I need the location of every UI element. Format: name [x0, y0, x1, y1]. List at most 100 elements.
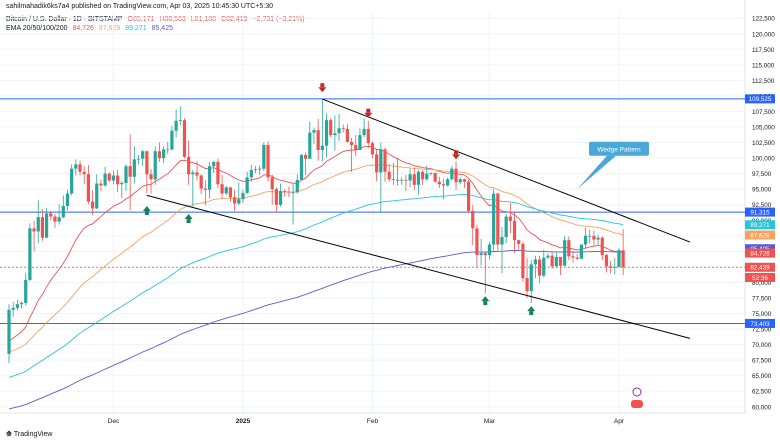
candle-body	[141, 151, 145, 159]
candle-body	[86, 174, 90, 202]
down-arrow-marker-icon	[454, 150, 459, 155]
price-label-tag	[745, 318, 775, 328]
candle-body	[529, 264, 533, 292]
candle-body	[521, 243, 525, 279]
candle-body	[11, 307, 15, 310]
ema200-line	[8, 249, 624, 410]
annotation-box	[588, 141, 649, 156]
candle-body	[329, 120, 333, 136]
up-arrow-marker-icon	[142, 205, 151, 211]
candle-body	[36, 217, 40, 232]
x-tick-label: Mar	[484, 418, 496, 425]
candle-body	[320, 145, 324, 151]
x-tick-label: Dec	[108, 418, 120, 425]
price-label-text: 82,439	[750, 265, 770, 272]
candle-body	[212, 161, 216, 167]
tradingview-footer[interactable]: ⟰ TradingView	[6, 430, 52, 438]
candle-body	[492, 193, 496, 245]
down-arrow-marker-icon	[320, 83, 325, 88]
candle-body	[617, 250, 621, 267]
candle-body	[496, 193, 500, 245]
price-label-text: 73,403	[750, 321, 770, 328]
y-tick-label: 107,500	[752, 109, 775, 116]
candle-body	[508, 216, 512, 221]
ohlc-high: H88,563	[159, 16, 186, 23]
candle-body	[7, 309, 11, 354]
candle-body	[61, 205, 65, 218]
candle-body	[270, 177, 274, 190]
candle-body	[450, 168, 454, 180]
candle-body	[404, 179, 408, 181]
ema-legend: EMA 20/50/100/200 84,726 87,629 89,271 8…	[6, 25, 176, 32]
candle-body	[441, 184, 446, 186]
price-label-text: 84,726	[750, 250, 770, 257]
candle-body	[579, 244, 583, 259]
candle-body	[128, 166, 132, 177]
candle-body	[28, 228, 32, 280]
candle-body	[458, 179, 462, 183]
y-tick-label: 95,000	[752, 187, 772, 194]
candle-body	[57, 217, 61, 222]
ema100-value: 89,271	[125, 25, 147, 32]
y-tick-label: 65,000	[752, 373, 772, 380]
candle-body	[178, 120, 182, 121]
candle-body	[191, 172, 195, 175]
candle-body	[24, 279, 28, 303]
price-label-text: 109,525	[749, 96, 772, 103]
ema200-value: 85,425	[151, 25, 173, 32]
candle-body	[220, 184, 224, 194]
candle-body	[558, 256, 563, 266]
price-label-text: 52:36	[752, 275, 768, 282]
candle-body	[40, 217, 45, 238]
y-tick-label: 105,000	[752, 125, 775, 132]
candle-body	[224, 187, 228, 194]
y-tick-label: 100,000	[752, 156, 775, 163]
ema50-value: 87,629	[98, 25, 121, 32]
y-tick-label: 62,500	[752, 389, 772, 396]
candle-body	[161, 149, 166, 159]
candle-body	[90, 201, 95, 209]
candle-body	[228, 187, 233, 198]
price-label-text: 89,271	[750, 222, 770, 229]
candle-body	[345, 128, 350, 142]
candle-body	[308, 132, 312, 159]
ema-legend-label: EMA 20/50/100/200	[6, 25, 68, 32]
candle-body	[116, 175, 120, 185]
candle-body	[537, 259, 542, 276]
candle-body	[266, 145, 270, 178]
publisher-line: sahilmahadik6ks7a4 published on TradingV…	[6, 3, 274, 10]
tradingview-brand: TradingView	[13, 431, 53, 438]
up-arrow-marker-icon	[184, 214, 193, 220]
wedge-upper-trendline	[322, 98, 691, 243]
price-label-tag	[745, 272, 775, 282]
up-arrow-marker-icon	[483, 301, 488, 306]
candle-body	[475, 228, 479, 256]
candle-body	[103, 173, 107, 186]
price-label-tag	[745, 262, 775, 272]
price-label-tag	[745, 207, 775, 217]
candle-body	[454, 168, 458, 183]
y-tick-label: 72,500	[752, 327, 772, 334]
up-arrow-marker-icon	[527, 306, 536, 312]
candle-body	[412, 174, 416, 185]
price-label-text: 87,629	[750, 232, 770, 239]
candle-body	[49, 213, 53, 217]
candle-body	[237, 199, 241, 204]
candle-body	[542, 257, 546, 276]
candle-body	[99, 183, 103, 186]
candle-body	[207, 166, 212, 190]
candle-body	[333, 133, 337, 136]
candle-body	[78, 164, 82, 172]
y-tick-label: 77,500	[752, 295, 772, 302]
up-arrow-marker-icon	[186, 219, 191, 224]
candle-body	[291, 192, 295, 194]
candle-body	[149, 174, 153, 180]
candle-body	[609, 266, 613, 268]
annotation-label: Wedge Pattern	[597, 146, 641, 153]
y-tick-label: 75,000	[752, 311, 772, 318]
price-label-text: 91,315	[750, 209, 770, 216]
candle-body	[550, 255, 554, 267]
candle-body	[500, 237, 504, 245]
candle-body	[253, 169, 258, 171]
